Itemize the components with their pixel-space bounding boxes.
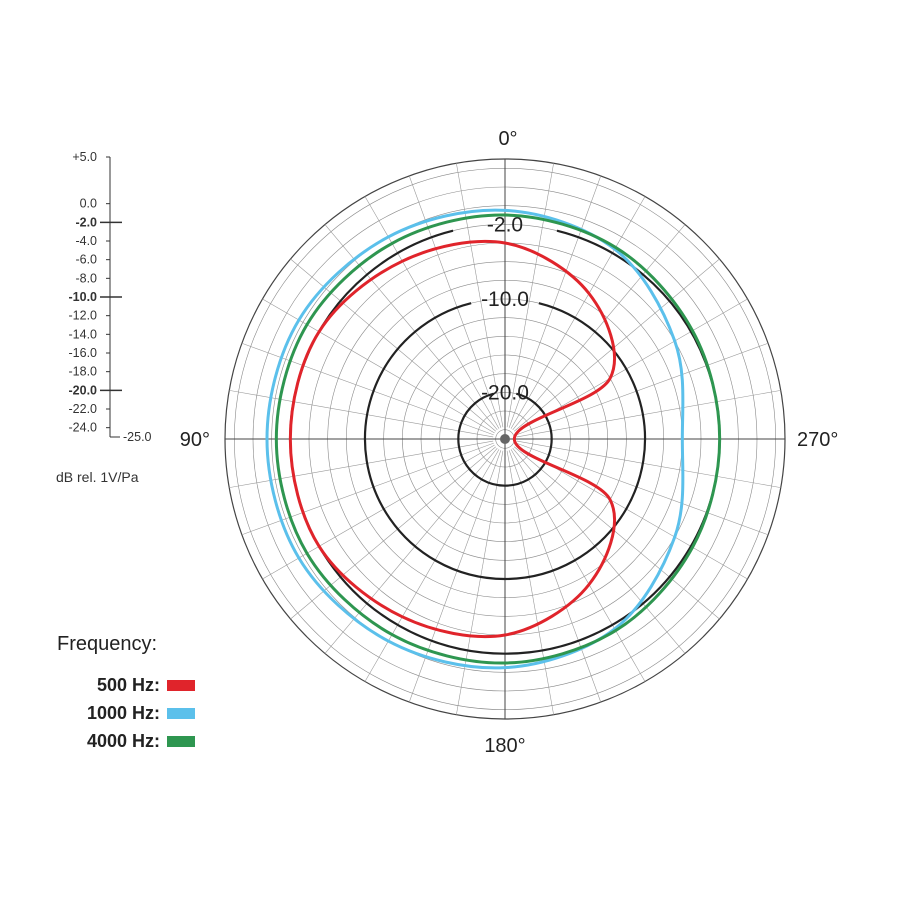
grid-spoke: [456, 450, 504, 715]
scale-label: -8.0: [75, 271, 97, 285]
scale-label: -22.0: [69, 402, 98, 416]
grid-spoke: [324, 224, 498, 431]
series-curves: [265, 208, 722, 670]
legend-label-2: 4000 Hz:: [87, 731, 160, 751]
grid-spoke: [510, 449, 646, 682]
legend-label-1: 1000 Hz:: [87, 703, 160, 723]
grid-spoke: [456, 163, 504, 428]
scale-label: -4.0: [75, 234, 97, 248]
grid-spoke: [364, 449, 500, 682]
grid-spoke: [229, 440, 494, 488]
series-curve-0: [288, 239, 616, 639]
ring-label-1: -10.0: [481, 288, 529, 311]
ring-2: [457, 392, 553, 487]
grid-spoke: [513, 446, 720, 620]
scale-label: 0.0: [80, 197, 97, 211]
grid-spoke: [324, 447, 498, 654]
grid-spoke: [513, 258, 720, 432]
grid-spoke: [290, 446, 497, 620]
grid-spoke: [516, 442, 769, 536]
legend-swatch-0: [167, 680, 195, 691]
angle-label-180: 180°: [484, 735, 525, 757]
grid-spoke: [241, 342, 494, 436]
grid-spoke: [512, 447, 686, 654]
scale-label: -24.0: [69, 421, 98, 435]
series-curve-1: [265, 208, 685, 670]
angle-label-270: 270°: [797, 429, 838, 451]
grid-spoke: [506, 450, 554, 715]
scale-label: -16.0: [69, 346, 98, 360]
angle-label-0: 0°: [498, 128, 517, 150]
grid-spoke: [408, 175, 502, 428]
series-curve-2: [274, 213, 722, 665]
scale-label: -25.0: [123, 430, 152, 444]
grid-spoke: [408, 450, 502, 703]
legend-swatch-2: [167, 736, 195, 747]
db-scale: +5.0 0.0 -2.0 -4.0 -6.0 -8.0 -10.0 -12.0 -14.0 -1…: [69, 150, 152, 444]
grid-spoke: [364, 196, 500, 429]
legend-title: Frequency:: [57, 633, 157, 655]
grid-spoke: [516, 390, 781, 438]
grid-spoke: [262, 444, 495, 580]
scale-label: -2.0: [75, 215, 97, 229]
grid-spoke: [229, 390, 494, 438]
scale-label: -20.0: [69, 383, 98, 397]
grid-spoke: [508, 450, 602, 703]
grid-spoke: [241, 442, 494, 536]
scale-unit-label: dB rel. 1V/Pa: [56, 469, 139, 485]
angle-label-90: 90°: [180, 429, 210, 451]
scale-label: -6.0: [75, 253, 97, 267]
grid-spoke: [508, 175, 602, 428]
scale-label: -12.0: [69, 309, 98, 323]
scale-label: -18.0: [69, 365, 98, 379]
grid-spoke: [506, 163, 554, 428]
grid-spoke: [512, 224, 686, 431]
scale-label: -10.0: [69, 290, 98, 304]
grid-spoke: [510, 196, 646, 429]
ring-label-0: -2.0: [487, 213, 523, 236]
grid-spoke: [290, 258, 497, 432]
legend-swatch-1: [167, 708, 195, 719]
grid-spoke: [262, 298, 495, 434]
grid-spoke: [516, 342, 769, 436]
ring-label-2: -20.0: [481, 381, 529, 404]
scale-label: +5.0: [72, 150, 97, 164]
ring-1: [363, 302, 647, 581]
legend-label-0: 500 Hz:: [97, 675, 160, 695]
scale-label: -14.0: [69, 327, 98, 341]
legend: 500 Hz: 1000 Hz: 4000 Hz:: [87, 675, 195, 751]
grid-spoke: [516, 440, 781, 488]
center-dot: [500, 434, 510, 444]
